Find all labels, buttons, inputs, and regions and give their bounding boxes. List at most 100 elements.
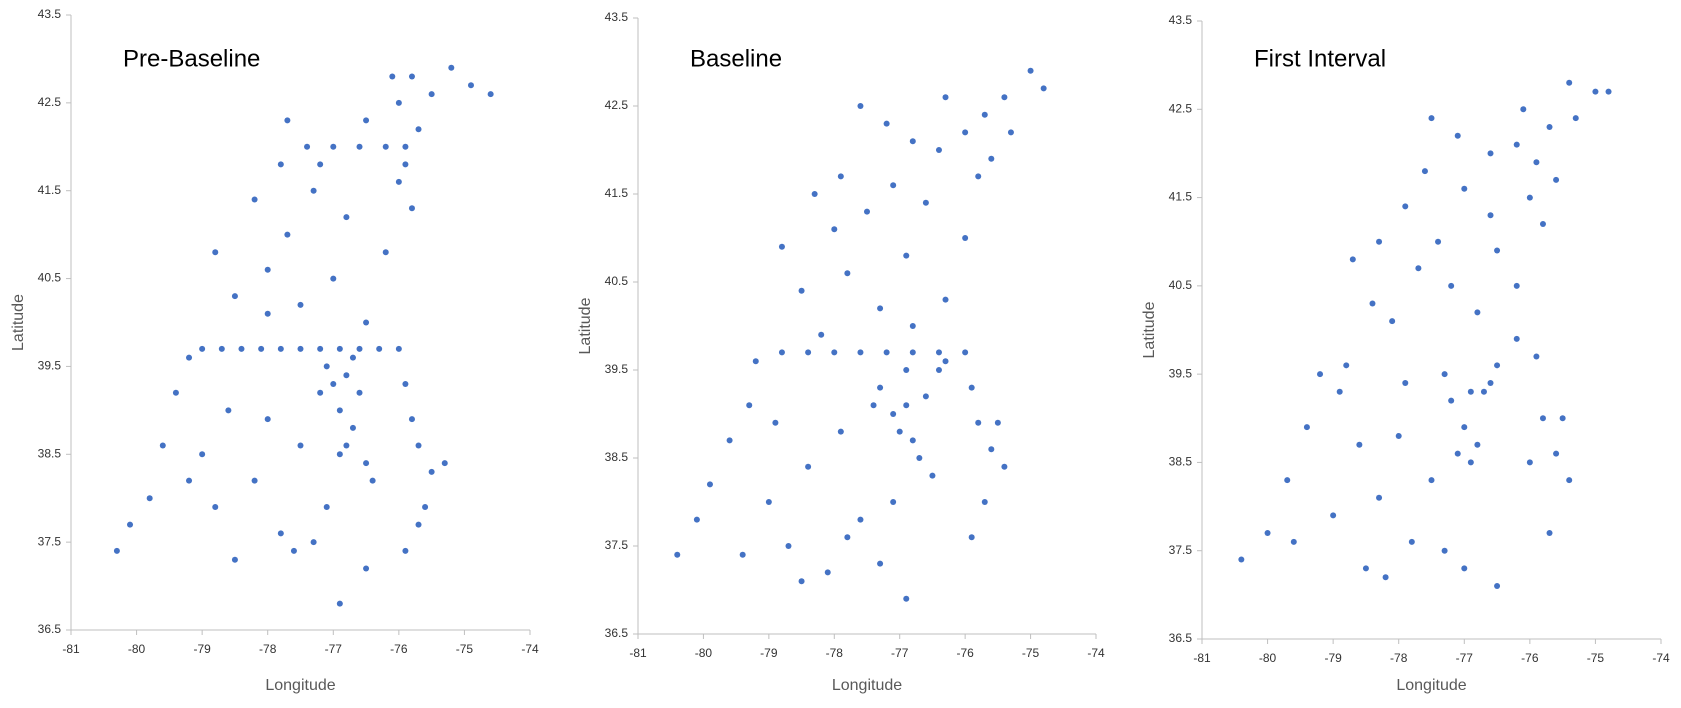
point: [330, 275, 337, 282]
point: [1467, 459, 1474, 466]
point: [1487, 379, 1494, 386]
point: [1343, 362, 1350, 369]
point: [258, 345, 265, 352]
point: [981, 111, 988, 118]
point: [877, 305, 884, 312]
point: [428, 91, 435, 98]
point: [284, 117, 291, 124]
y-axis-label: Latitude: [1141, 301, 1158, 358]
point: [1553, 176, 1560, 183]
point: [988, 446, 995, 453]
y-tick-label: 42.5: [38, 95, 62, 109]
point: [890, 411, 897, 417]
point: [290, 547, 297, 554]
point: [1566, 477, 1573, 484]
point: [1520, 106, 1527, 113]
point: [304, 143, 311, 150]
point: [1441, 547, 1448, 554]
point: [1395, 432, 1402, 439]
point: [746, 402, 753, 409]
point: [251, 477, 258, 484]
point: [1303, 424, 1310, 431]
point: [903, 402, 910, 409]
y-tick-label: 41.5: [605, 186, 629, 200]
point: [916, 455, 923, 461]
point: [674, 551, 681, 558]
point: [1461, 565, 1468, 572]
point: [1349, 256, 1356, 263]
x-tick-label: -77: [891, 646, 909, 660]
point: [942, 358, 949, 365]
point: [297, 345, 304, 352]
point: [212, 249, 219, 256]
point: [1428, 477, 1435, 484]
y-tick-label: 41.5: [1169, 190, 1193, 204]
y-tick-label: 37.5: [605, 538, 629, 552]
point: [297, 442, 304, 449]
x-tick-label: -81: [62, 642, 80, 656]
y-tick-label: 38.5: [605, 450, 629, 464]
point: [343, 214, 350, 221]
point: [363, 117, 370, 124]
point: [1441, 371, 1448, 378]
point: [1533, 159, 1540, 166]
x-tick-label: -74: [1652, 651, 1670, 665]
x-tick-label: -81: [1193, 651, 1211, 665]
x-tick-label: -77: [1456, 651, 1474, 665]
point: [870, 402, 877, 409]
point: [1467, 388, 1474, 395]
point: [824, 569, 831, 576]
point: [336, 345, 343, 352]
x-tick-label: -78: [1390, 651, 1408, 665]
point: [988, 155, 995, 162]
point: [186, 477, 193, 484]
point: [389, 73, 396, 80]
x-tick-label: -80: [695, 646, 713, 660]
x-tick-label: -79: [1324, 651, 1342, 665]
y-tick-label: 43.5: [38, 7, 62, 21]
point: [1027, 67, 1034, 74]
point: [909, 138, 916, 145]
y-tick-label: 36.5: [1169, 631, 1193, 645]
point: [968, 384, 975, 391]
point: [844, 534, 851, 541]
x-tick-label: -75: [1022, 646, 1040, 660]
point: [363, 319, 370, 326]
point: [284, 231, 291, 238]
point: [146, 495, 153, 502]
point: [798, 578, 805, 585]
point: [1566, 79, 1573, 86]
point: [441, 460, 448, 467]
point: [408, 73, 415, 80]
point: [942, 296, 949, 303]
point: [1001, 463, 1008, 470]
point: [752, 358, 759, 365]
point: [922, 199, 929, 206]
point: [1330, 512, 1337, 519]
point: [310, 187, 317, 194]
point: [844, 270, 851, 277]
point: [1402, 203, 1409, 210]
point: [935, 147, 942, 153]
point: [1421, 168, 1428, 175]
point: [1487, 150, 1494, 157]
point: [336, 407, 343, 414]
point: [798, 287, 805, 294]
point: [831, 349, 838, 356]
point: [942, 94, 949, 101]
x-tick-label: -80: [1259, 651, 1277, 665]
point: [127, 521, 134, 528]
point: [415, 442, 422, 449]
point: [706, 481, 713, 488]
y-tick-label: 42.5: [1169, 101, 1193, 115]
y-tick-label: 39.5: [38, 359, 62, 373]
point: [415, 521, 422, 528]
point: [395, 99, 402, 106]
point: [349, 424, 356, 431]
y-tick-label: 40.5: [38, 271, 62, 285]
x-tick-label: -77: [325, 642, 343, 656]
point: [225, 407, 232, 414]
point: [264, 310, 271, 317]
point: [487, 91, 494, 98]
y-tick-label: 43.5: [605, 10, 629, 24]
